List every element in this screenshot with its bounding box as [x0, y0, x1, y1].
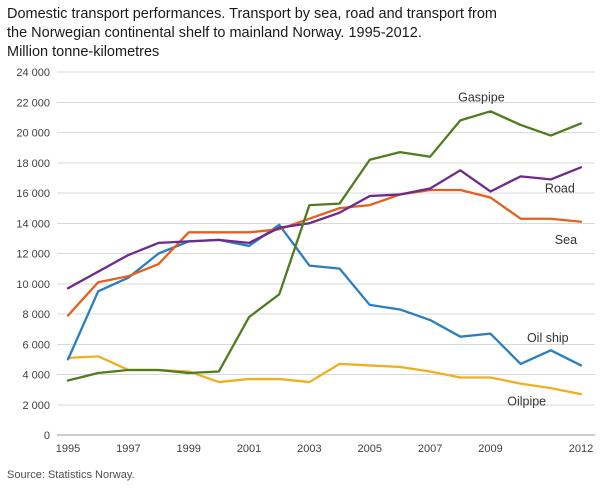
x-tick-label: 2009 — [478, 443, 502, 455]
y-tick-label: 4 000 — [22, 370, 50, 382]
y-tick-label: 22 000 — [16, 97, 50, 109]
x-tick-label: 2007 — [418, 443, 442, 455]
x-tick-label: 2005 — [358, 443, 382, 455]
x-tick-label: 1997 — [116, 443, 140, 455]
series-label-oilpipe: Oilpipe — [507, 395, 546, 409]
series-line-sea — [66, 188, 583, 317]
series-label-sea: Sea — [555, 233, 577, 247]
line-chart: 0 2 000 4 000 6 000 8 000 10 000 12 000 14 000 1… — [16, 67, 595, 455]
series-label-gaspipe: Gaspipe — [458, 91, 505, 105]
chart-title: Domestic transport performances. Transpo… — [7, 5, 607, 62]
y-tick-label: 14 000 — [16, 218, 50, 230]
source-note: Source: Statistics Norway. — [7, 469, 135, 481]
y-tick-label: 18 000 — [16, 158, 50, 170]
y-tick-label: 20 000 — [16, 128, 50, 140]
x-tick-label: 2001 — [237, 443, 261, 455]
x-tick-label: 2012 — [569, 443, 593, 455]
series-label-oil-ship: Oil ship — [527, 331, 569, 345]
series-line-oil-ship — [66, 223, 583, 367]
x-tick-label: 1999 — [176, 443, 200, 455]
y-tick-label: 12 000 — [16, 249, 50, 261]
series-line-road — [66, 166, 583, 290]
y-tick-label: 2 000 — [22, 400, 50, 412]
series-line-gaspipe — [66, 110, 583, 382]
chart-title-line-2: the Norwegian continental shelf to mainl… — [7, 25, 422, 41]
y-tick-label: 6 000 — [22, 339, 50, 351]
series-label-road: Road — [545, 181, 575, 195]
y-tick-label: 24 000 — [16, 67, 50, 79]
chart-title-line-3: Million tonne-kilometres — [7, 44, 160, 60]
y-tick-label: 10 000 — [16, 279, 50, 291]
y-tick-label: 0 — [44, 430, 50, 442]
chart-title-line-1: Domestic transport performances. Transpo… — [7, 6, 497, 22]
y-tick-label: 8 000 — [22, 309, 50, 321]
series-line-oilpipe — [66, 355, 583, 396]
x-tick-label: 2003 — [297, 443, 321, 455]
y-tick-label: 16 000 — [16, 188, 50, 200]
x-tick-label: 1995 — [56, 443, 80, 455]
